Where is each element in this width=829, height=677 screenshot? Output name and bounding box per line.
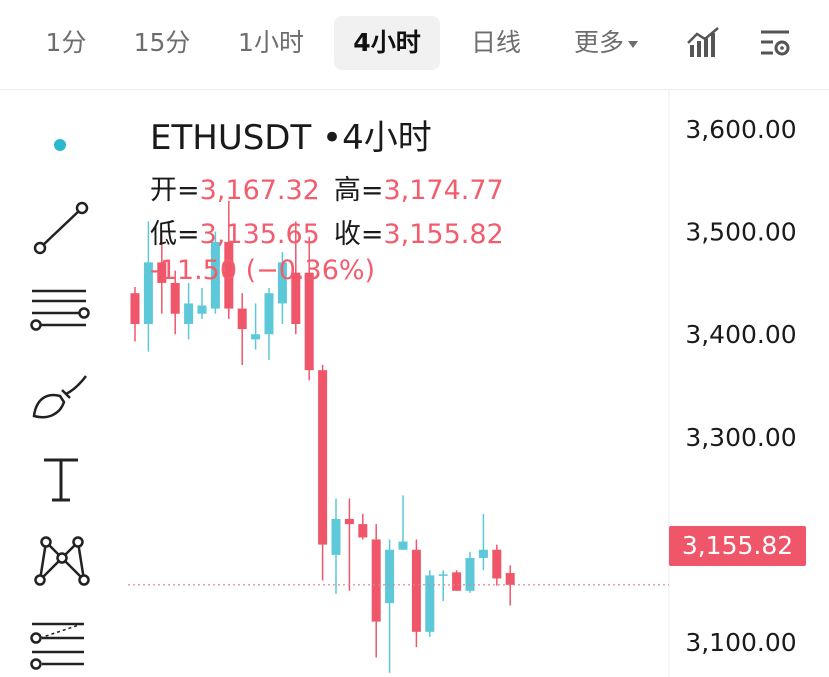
timeframe-1m[interactable]: 1分: [45, 28, 87, 57]
candle: [197, 288, 207, 319]
candle-body: [237, 308, 247, 330]
timeframe-1d[interactable]: 日线: [470, 28, 521, 57]
candle: [465, 551, 475, 593]
candle: [385, 539, 395, 673]
text-tool-icon[interactable]: [26, 450, 96, 510]
legend-row-low-close: 低=3,135.65 收=3,155.82: [150, 212, 504, 251]
pattern-tool-icon[interactable]: [26, 530, 96, 590]
candle: [438, 570, 448, 602]
trend-line-icon[interactable]: [26, 198, 96, 258]
y-tick-label: 3,500.00: [685, 218, 796, 247]
legend-low-value: 3,135.65: [199, 219, 320, 250]
indicators-icon[interactable]: [685, 25, 721, 61]
candle: [264, 288, 274, 360]
candle-body: [492, 549, 502, 579]
candle-body: [130, 293, 140, 324]
legend-title: ETHUSDT •4小时: [150, 118, 432, 158]
y-tick-label: 3,300.00: [685, 423, 796, 452]
candle: [452, 570, 462, 591]
fib-tool-icon[interactable]: [26, 612, 96, 672]
dot-cursor-icon[interactable]: [26, 115, 96, 175]
candle: [224, 200, 234, 319]
legend-low-label: 低=: [150, 219, 200, 250]
candle-body: [371, 539, 381, 622]
candle: [170, 270, 180, 335]
candle: [398, 495, 408, 550]
candle-body: [170, 282, 180, 314]
candle: [425, 570, 435, 637]
candle-body: [277, 262, 287, 304]
candle-body: [224, 241, 234, 309]
candle: [358, 513, 368, 540]
candle: [478, 513, 488, 571]
candle-body: [331, 518, 341, 555]
legend-change: -11.50 (−0.36%): [150, 255, 376, 286]
chart-settings-icon[interactable]: [757, 25, 793, 61]
candle-body: [398, 541, 408, 550]
candle: [344, 498, 354, 591]
legend-row-open-high: 开=3,167.32 高=3,174.77: [150, 168, 504, 207]
candle: [251, 303, 261, 350]
horizontal-lines-icon[interactable]: [26, 283, 96, 343]
timeframe-4h[interactable]: 4小时: [334, 16, 440, 70]
candle: [318, 365, 328, 581]
y-tick-label: 3,400.00: [685, 320, 796, 349]
candle-body: [452, 572, 462, 591]
candle-body: [505, 573, 515, 585]
timeframe-more[interactable]: 更多: [560, 16, 652, 70]
candle: [237, 293, 247, 366]
legend-high-value: 3,174.77: [383, 175, 504, 206]
candle-body: [344, 518, 354, 525]
candle-body: [385, 549, 395, 604]
candle-body: [425, 575, 435, 632]
candle: [157, 231, 167, 314]
candle: [143, 221, 153, 352]
candle-body: [438, 574, 448, 576]
candle-body: [210, 241, 220, 309]
candle: [304, 236, 314, 381]
candle-body: [264, 293, 274, 335]
candle-body: [251, 334, 261, 340]
candle: [184, 282, 194, 340]
candle-body: [411, 549, 421, 632]
candlestick-chart[interactable]: 3,600.003,500.003,400.003,300.003,200.00…: [0, 90, 829, 677]
candle-body: [291, 272, 301, 324]
candle: [505, 565, 515, 606]
candle-body: [478, 549, 488, 558]
candle: [411, 539, 421, 648]
candle-body: [318, 370, 328, 545]
y-tick-label: 3,100.00: [685, 628, 796, 657]
current-price-badge: 3,155.82: [669, 526, 806, 566]
candle: [371, 524, 381, 658]
timeframe-more-label: 更多: [573, 28, 624, 57]
candle-body: [358, 524, 368, 538]
candle-body: [304, 272, 314, 371]
candle-body: [143, 262, 153, 324]
candle-body: [184, 303, 194, 324]
brush-icon[interactable]: [26, 370, 96, 430]
timeframe-1h[interactable]: 1小时: [238, 28, 304, 57]
legend-close-value: 3,155.82: [383, 219, 504, 250]
candle-body: [197, 305, 207, 314]
candle-body: [157, 262, 167, 283]
candle: [210, 231, 220, 314]
legend-close-label: 收=: [333, 219, 384, 250]
timeframe-15m[interactable]: 15分: [133, 28, 191, 57]
legend-open-value: 3,167.32: [199, 175, 320, 206]
candle-body: [465, 557, 475, 591]
candle: [291, 221, 301, 335]
legend-open-label: 开=: [150, 175, 200, 206]
y-tick-label: 3,600.00: [685, 115, 796, 144]
candle: [492, 544, 502, 586]
timeframe-bar: 1分 15分 1小时 4小时 日线 更多: [0, 0, 829, 90]
candle: [331, 498, 341, 594]
candle: [277, 252, 287, 324]
legend-high-label: 高=: [333, 175, 384, 206]
candle: [130, 287, 140, 342]
chevron-down-icon: [628, 40, 638, 48]
